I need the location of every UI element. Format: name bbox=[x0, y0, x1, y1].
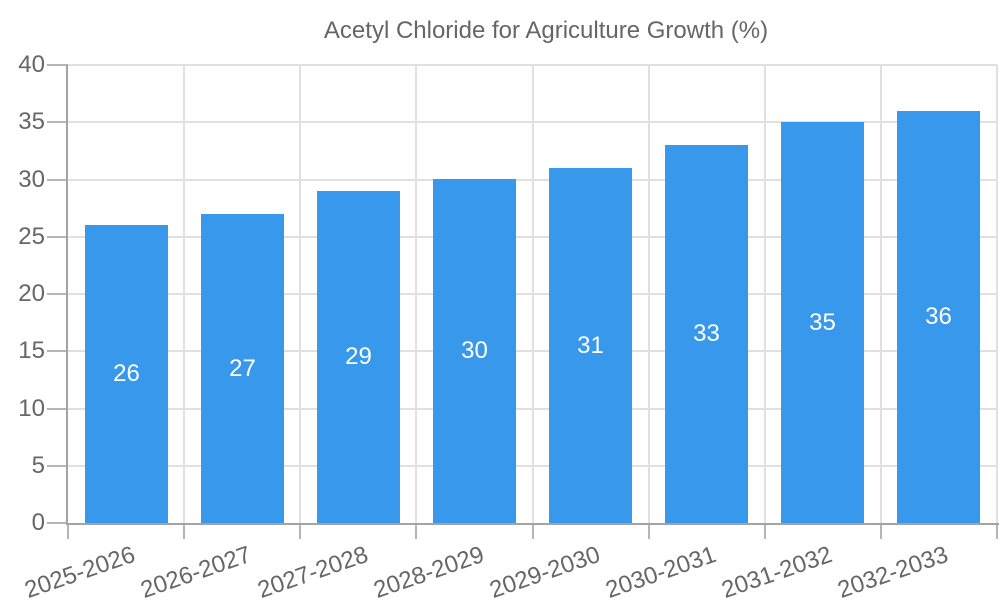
x-gridline bbox=[531, 65, 534, 523]
bar[interactable]: 30 bbox=[433, 179, 516, 523]
y-axis-tick-label: 30 bbox=[18, 165, 45, 193]
y-axis-tick-label: 40 bbox=[18, 51, 45, 78]
bar[interactable]: 36 bbox=[897, 111, 980, 523]
x-tick-mark bbox=[299, 523, 302, 539]
y-axis-tick-label: 15 bbox=[18, 337, 45, 365]
bar-value-label: 29 bbox=[345, 343, 372, 370]
x-gridline bbox=[183, 65, 186, 523]
y-axis-tick-label: 25 bbox=[18, 222, 45, 250]
y-axis-tick-label: 10 bbox=[18, 394, 45, 422]
legend-label: Acetyl Chloride for Agriculture Growth (… bbox=[323, 17, 769, 44]
x-tick-mark bbox=[67, 523, 69, 539]
x-axis-tick-label: 2027-2028 bbox=[253, 541, 372, 600]
x-tick-mark bbox=[879, 523, 882, 539]
x-gridline bbox=[647, 65, 650, 523]
bar-value-label: 27 bbox=[229, 354, 256, 382]
y-tick-mark bbox=[47, 235, 68, 238]
y-tick-mark bbox=[47, 407, 68, 410]
bar[interactable]: 35 bbox=[781, 122, 864, 523]
bar-value-label: 35 bbox=[809, 308, 836, 336]
x-gridline bbox=[415, 65, 418, 523]
x-axis-line bbox=[66, 523, 999, 525]
y-axis-tick-label: 20 bbox=[18, 280, 45, 307]
x-gridline bbox=[299, 65, 302, 523]
bar[interactable]: 29 bbox=[317, 191, 400, 523]
y-tick-mark bbox=[47, 121, 68, 124]
x-gridline bbox=[996, 65, 998, 523]
y-tick-mark bbox=[47, 293, 68, 295]
x-tick-mark bbox=[415, 523, 418, 539]
bar[interactable]: 26 bbox=[85, 225, 168, 523]
y-axis-line bbox=[66, 65, 68, 525]
x-tick-mark bbox=[531, 523, 534, 539]
x-axis-tick-label: 2031-2032 bbox=[718, 541, 836, 600]
y-tick-mark bbox=[47, 350, 68, 353]
y-tick-mark bbox=[47, 464, 68, 467]
y-axis-tick-label: 5 bbox=[31, 451, 45, 479]
bar[interactable]: 33 bbox=[665, 145, 748, 523]
legend-swatch bbox=[232, 20, 308, 42]
y-tick-mark bbox=[47, 178, 68, 181]
x-tick-mark bbox=[647, 523, 650, 539]
bar[interactable]: 27 bbox=[201, 214, 284, 523]
x-gridline bbox=[763, 65, 766, 523]
x-gridline bbox=[879, 65, 882, 523]
y-tick-mark bbox=[47, 522, 68, 524]
bar-value-label: 30 bbox=[461, 337, 488, 364]
x-tick-mark bbox=[183, 523, 186, 539]
y-axis-tick-label: 35 bbox=[18, 108, 45, 136]
bar-value-label: 26 bbox=[113, 360, 140, 387]
x-axis-tick-label: 2029-2030 bbox=[486, 541, 604, 600]
x-axis-tick-label: 2032-2033 bbox=[834, 541, 952, 600]
x-axis-tick-label: 2025-2026 bbox=[21, 541, 139, 600]
bar-value-label: 31 bbox=[577, 331, 604, 359]
x-axis-tick-label: 2026-2027 bbox=[137, 541, 255, 600]
bar[interactable]: 31 bbox=[549, 168, 632, 523]
x-tick-mark bbox=[996, 523, 998, 539]
x-tick-mark bbox=[763, 523, 766, 539]
bar-value-label: 33 bbox=[693, 320, 720, 347]
x-axis-tick-label: 2028-2029 bbox=[369, 541, 488, 600]
x-axis-tick-label: 2030-2031 bbox=[602, 541, 720, 600]
y-tick-mark bbox=[47, 64, 68, 66]
bar-value-label: 36 bbox=[925, 303, 952, 330]
y-axis-tick-label: 0 bbox=[31, 509, 45, 536]
legend-item[interactable]: Acetyl Chloride for Agriculture Growth (… bbox=[0, 16, 1000, 46]
